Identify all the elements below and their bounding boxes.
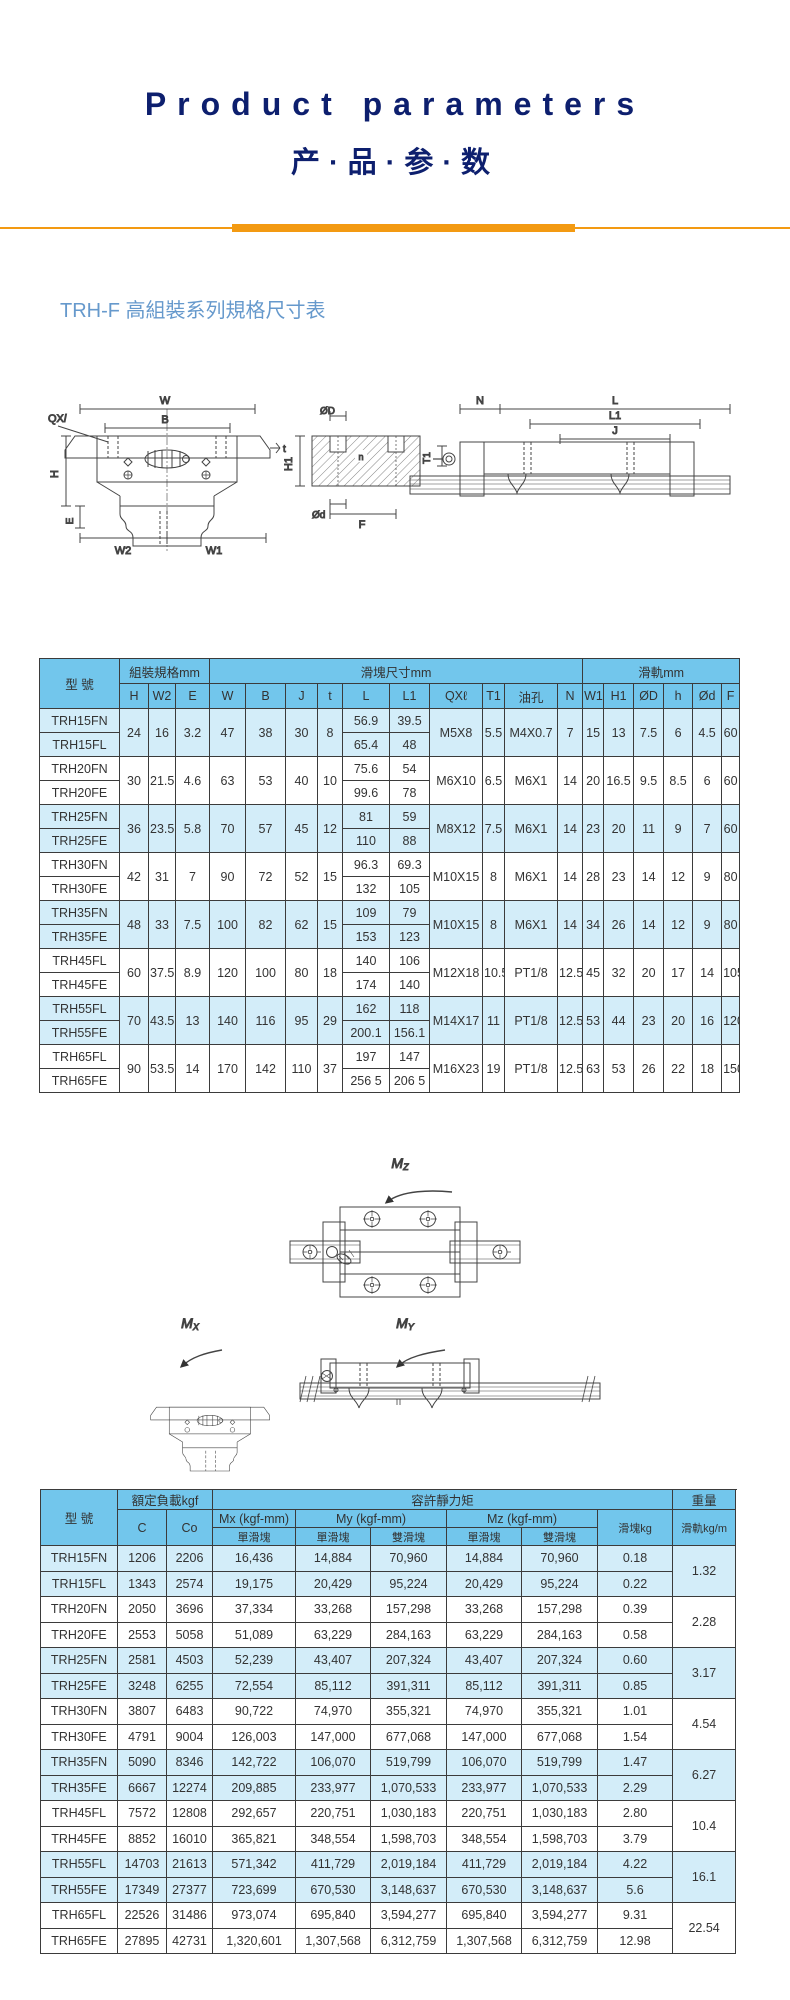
svg-text:W1: W1 (206, 545, 223, 557)
svg-text:t: t (283, 444, 286, 455)
svg-text:L1: L1 (609, 410, 621, 422)
svg-text:L: L (612, 395, 618, 407)
svg-text:MZ: MZ (391, 1155, 409, 1172)
svg-text:H1: H1 (283, 457, 295, 471)
svg-text:ØD: ØD (320, 406, 335, 417)
svg-text:Ød: Ød (312, 510, 325, 521)
svg-text:W2: W2 (115, 545, 132, 557)
svg-text:H: H (49, 470, 61, 478)
svg-text:T1: T1 (422, 452, 433, 464)
svg-text:B: B (161, 414, 168, 426)
svg-text:N: N (476, 395, 484, 407)
svg-text:MX: MX (181, 1315, 200, 1332)
svg-text:QXl: QXl (48, 413, 67, 425)
svg-text:J: J (612, 425, 618, 437)
svg-text:F: F (359, 519, 366, 531)
svg-text:W: W (160, 395, 171, 407)
svg-text:E: E (65, 517, 76, 524)
svg-text:n: n (358, 452, 363, 462)
svg-text:MY: MY (396, 1315, 415, 1332)
